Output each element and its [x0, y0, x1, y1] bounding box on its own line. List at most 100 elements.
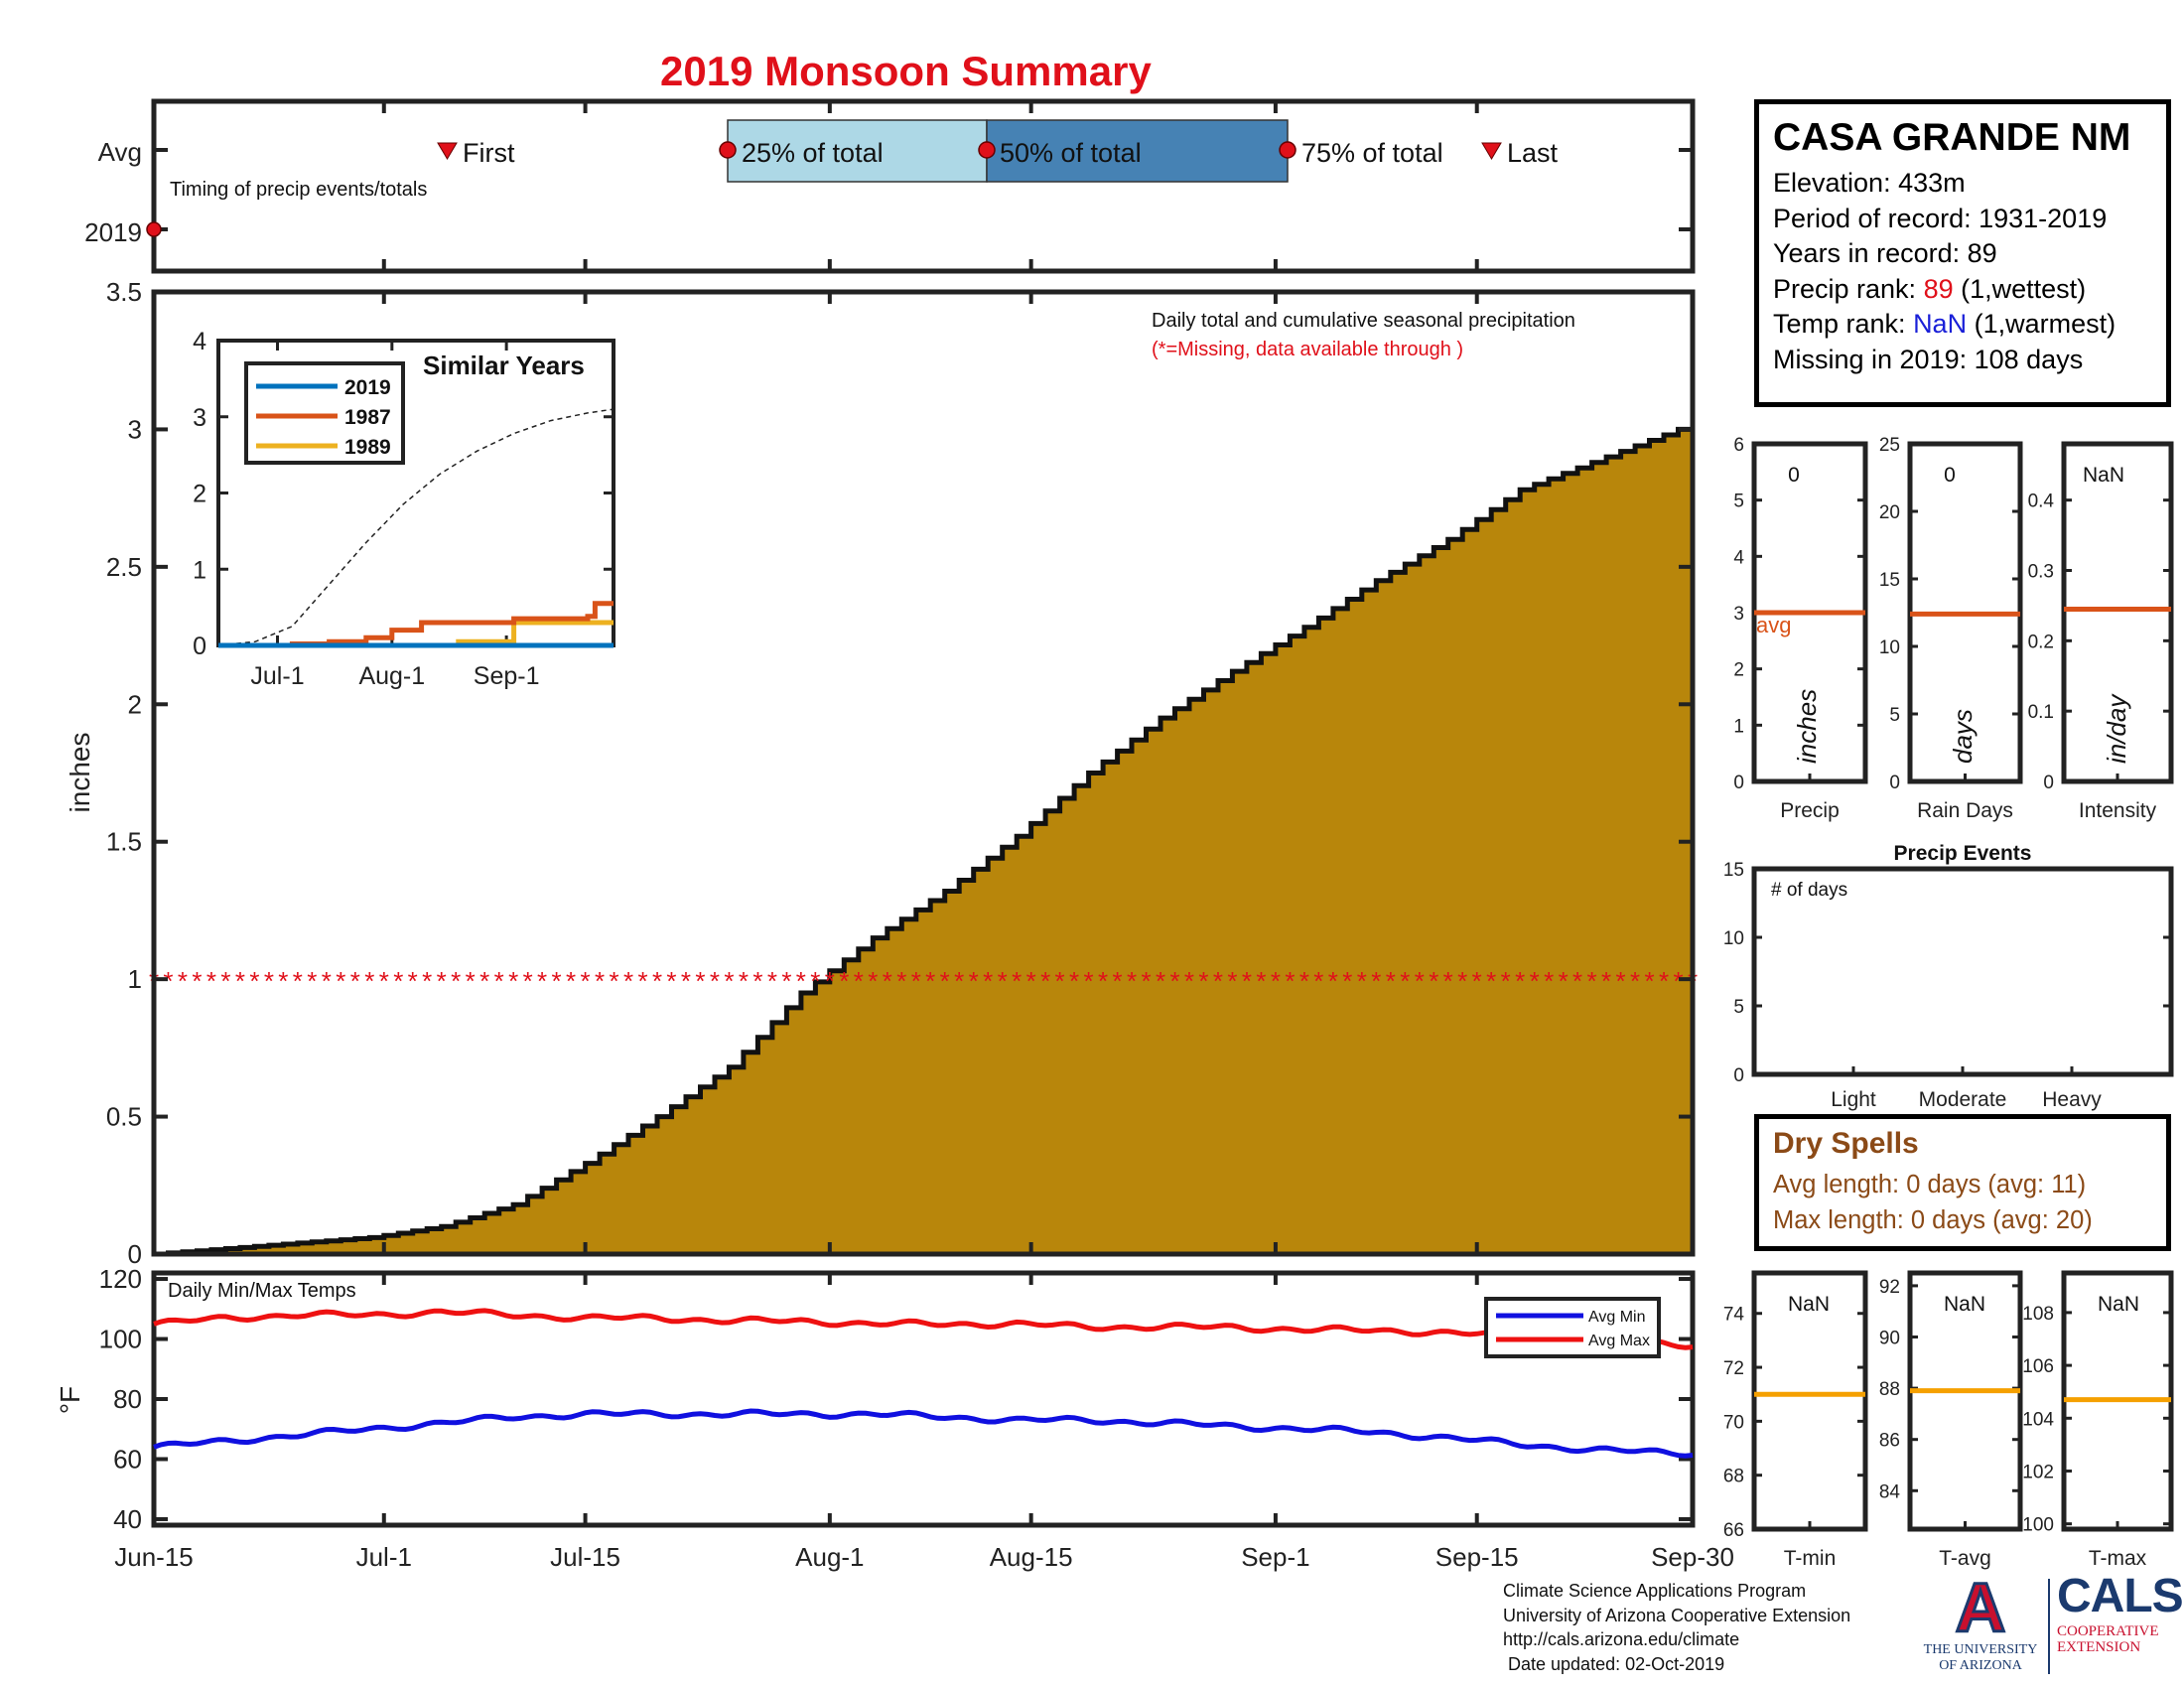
events-ytick-label: 0: [1733, 1065, 1744, 1086]
footer-credits: Climate Science Applications Program Uni…: [1503, 1579, 1850, 1676]
missing-day-marker: *: [637, 966, 647, 996]
missing-day-marker: *: [940, 966, 950, 996]
missing-day-marker: *: [1112, 966, 1122, 996]
missing-day-marker: *: [537, 966, 547, 996]
temp-stat-frame-0: [1751, 1270, 1868, 1532]
missing-day-marker: *: [393, 966, 403, 996]
missing-day-marker: *: [1530, 966, 1540, 996]
year-start-marker-icon: [146, 221, 162, 237]
main-xtick-label: Sep-1: [1241, 1542, 1309, 1572]
events-ytick-label: 15: [1723, 860, 1744, 881]
temp-stat-xlabel: T-max: [2089, 1547, 2147, 1570]
stat-ytick-label: 6: [1733, 435, 1744, 456]
missing-day-marker: *: [1673, 966, 1683, 996]
missing-day-marker: *: [896, 966, 906, 996]
temp-stat-xlabel: T-avg: [1939, 1547, 1991, 1570]
missing-day-marker: *: [969, 966, 979, 996]
stat-ytick-label: 0.2: [2028, 632, 2054, 652]
missing-day-marker: *: [767, 966, 777, 996]
dry-max-length: Max length: 0 days (avg: 20): [1773, 1206, 2093, 1234]
stat-ytick-label: 0.4: [2028, 492, 2055, 512]
missing-day-marker: *: [1184, 966, 1194, 996]
missing-day-marker: *: [1559, 966, 1569, 996]
q25-label: 25% of total: [742, 138, 884, 168]
university-logo: A THE UNIVERSITY OF ARIZONA: [1918, 1572, 2043, 1674]
inset-xtick-label: Aug-1: [358, 662, 425, 690]
missing-day-marker: *: [666, 966, 676, 996]
missing-day-marker: *: [1415, 966, 1425, 996]
temp-stat-ytick-label: 104: [2022, 1409, 2054, 1430]
temp-stat-value-text: NaN: [2098, 1293, 2139, 1316]
missing-day-marker: *: [249, 966, 259, 996]
timing-year-label: 2019: [84, 217, 142, 247]
missing-day-marker: *: [781, 966, 791, 996]
missing-day-marker: *: [1429, 966, 1438, 996]
missing-day-marker: *: [1371, 966, 1381, 996]
missing-day-marker: *: [911, 966, 921, 996]
missing-day-marker: *: [1242, 966, 1252, 996]
precip-rank-text: Precip rank: 89 (1,wettest): [1773, 273, 2087, 304]
first-marker-icon: [437, 142, 458, 160]
temp-rank-text: Temp rank: NaN (1,warmest): [1773, 309, 2116, 339]
stat-value-text: NaN: [2083, 464, 2124, 487]
inset-legend-label-1987: 1987: [344, 406, 391, 429]
missing-day-marker: *: [508, 966, 518, 996]
missing-day-marker: *: [552, 966, 562, 996]
footer-line-3: http://cals.arizona.edu/climate: [1503, 1629, 1740, 1649]
stat-ytick-label: 3: [1733, 604, 1744, 625]
missing-day-marker: *: [710, 966, 720, 996]
main-plot-frame: [151, 289, 1696, 1257]
missing-day-marker: *: [652, 966, 662, 996]
temps-ytick-label: 100: [99, 1325, 142, 1354]
missing-day-marker: *: [854, 966, 864, 996]
temp-stat-ytick-label: 106: [2022, 1356, 2054, 1377]
main-xtick-label: Aug-15: [990, 1542, 1073, 1572]
inset-ytick-label: 0: [193, 633, 206, 660]
missing-day-marker: *: [451, 966, 461, 996]
stat-ytick-label: 0.3: [2028, 562, 2054, 583]
main-xtick-label: Jun-15: [114, 1542, 194, 1572]
missing-day-marker: *: [336, 966, 345, 996]
temps-plot-frame: [151, 1270, 1696, 1528]
last-label: Last: [1507, 138, 1559, 168]
stat-ytick-label: 10: [1879, 637, 1900, 658]
missing-day-marker: *: [1544, 966, 1554, 996]
temps-ytick-label: 80: [113, 1384, 142, 1414]
inset-legend-label-2019: 2019: [344, 376, 391, 399]
missing-day-marker: *: [364, 966, 374, 996]
temp-stat-ytick-label: 72: [1723, 1358, 1744, 1379]
missing-day-marker: *: [422, 966, 432, 996]
events-xtick-label: Heavy: [2042, 1088, 2102, 1111]
missing-day-marker: *: [178, 966, 188, 996]
missing-day-marker: *: [1012, 966, 1022, 996]
temp-stat-ytick-label: 100: [2022, 1515, 2054, 1536]
last-marker-icon: [1481, 142, 1502, 160]
missing-day-marker: *: [1443, 966, 1453, 996]
missing-day-marker: *: [609, 966, 618, 996]
stat-value-text: 0: [1944, 464, 1956, 487]
inset-xtick-label: Sep-1: [474, 662, 540, 690]
dry-spells-box: Dry Spells Avg length: 0 days (avg: 11) …: [1754, 1114, 2171, 1251]
missing-day-marker: *: [1213, 966, 1223, 996]
dry-avg-length: Avg length: 0 days (avg: 11): [1773, 1171, 2087, 1198]
temp-stat-value-text: NaN: [1788, 1293, 1830, 1316]
precip-events-title: Precip Events: [1894, 842, 2032, 865]
missing-day-marker: *: [681, 966, 691, 996]
missing-day-marker: *: [1141, 966, 1151, 996]
missing-day-marker: *: [220, 966, 230, 996]
inset-ytick-label: 1: [193, 556, 206, 584]
temp-stat-ytick-label: 68: [1723, 1467, 1744, 1487]
inset-ytick-label: 4: [193, 328, 206, 355]
missing-day-marker: *: [1313, 966, 1323, 996]
stat-ytick-label: 0: [1889, 773, 1900, 793]
main-xtick-label: Sep-30: [1651, 1542, 1734, 1572]
main-xtick-label: Jul-1: [356, 1542, 412, 1572]
main-ytick-label: 2: [128, 689, 142, 719]
missing-day-marker: *: [494, 966, 504, 996]
q75-marker-icon: [1279, 141, 1297, 159]
temp-stat-ytick-label: 86: [1879, 1431, 1900, 1452]
temp-stat-ytick-label: 102: [2022, 1462, 2054, 1482]
missing-day-marker: *: [595, 966, 605, 996]
missing-day-marker: *: [1299, 966, 1309, 996]
timing-avg-label: Avg: [98, 137, 142, 167]
